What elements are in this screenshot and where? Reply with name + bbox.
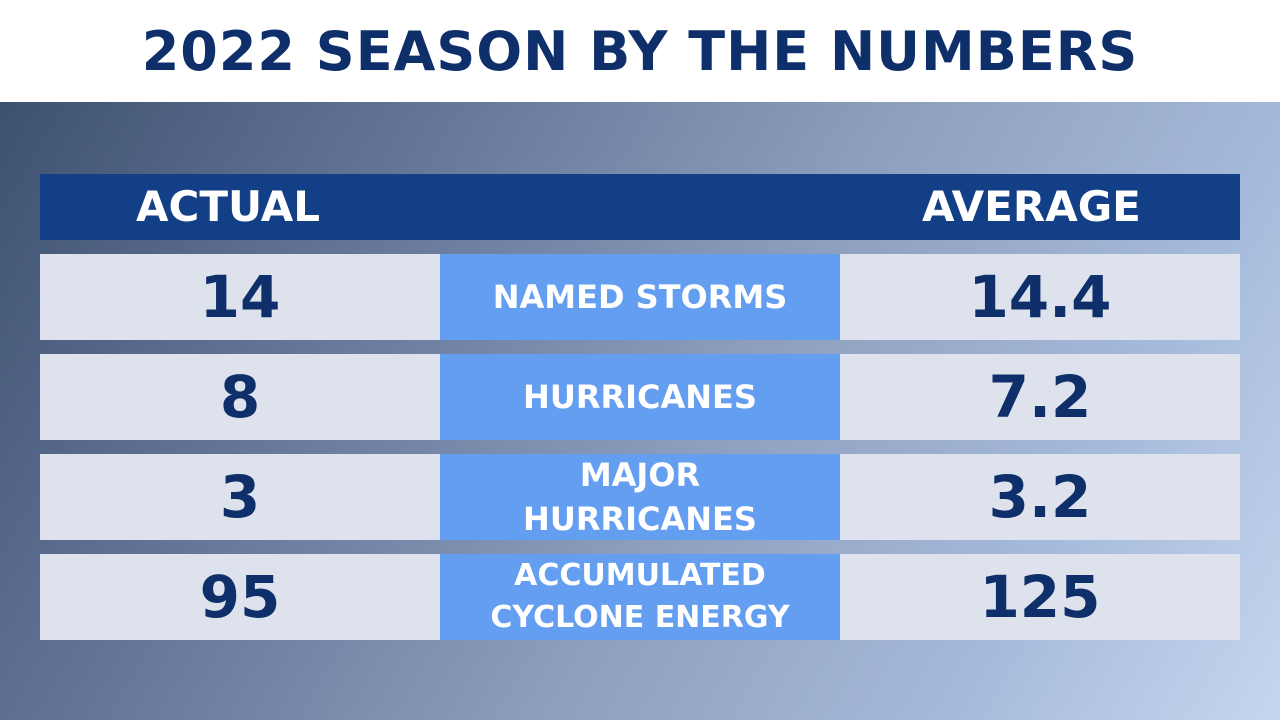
actual-value: 8 bbox=[40, 354, 440, 440]
table-row: 14 NAMED STORMS 14.4 bbox=[40, 254, 1240, 340]
metric-label: NAMED STORMS bbox=[440, 254, 840, 340]
average-value: 7.2 bbox=[840, 354, 1240, 440]
metric-label: MAJOR HURRICANES bbox=[440, 454, 840, 540]
metric-label: ACCUMULATED CYCLONE ENERGY bbox=[440, 554, 840, 640]
actual-value: 3 bbox=[40, 454, 440, 540]
average-value: 125 bbox=[840, 554, 1240, 640]
actual-value: 14 bbox=[40, 254, 440, 340]
metric-label: HURRICANES bbox=[440, 354, 840, 440]
table-row: 95 ACCUMULATED CYCLONE ENERGY 125 bbox=[40, 554, 1240, 640]
header-average: AVERAGE bbox=[922, 182, 1141, 231]
actual-value: 95 bbox=[40, 554, 440, 640]
page-title: 2022 SEASON BY THE NUMBERS bbox=[141, 19, 1139, 83]
table-row: 3 MAJOR HURRICANES 3.2 bbox=[40, 454, 1240, 540]
table-header: ACTUAL AVERAGE bbox=[40, 174, 1240, 240]
average-value: 3.2 bbox=[840, 454, 1240, 540]
average-value: 14.4 bbox=[840, 254, 1240, 340]
title-bar: 2022 SEASON BY THE NUMBERS bbox=[0, 0, 1280, 102]
table-row: 8 HURRICANES 7.2 bbox=[40, 354, 1240, 440]
header-actual: ACTUAL bbox=[136, 182, 321, 231]
